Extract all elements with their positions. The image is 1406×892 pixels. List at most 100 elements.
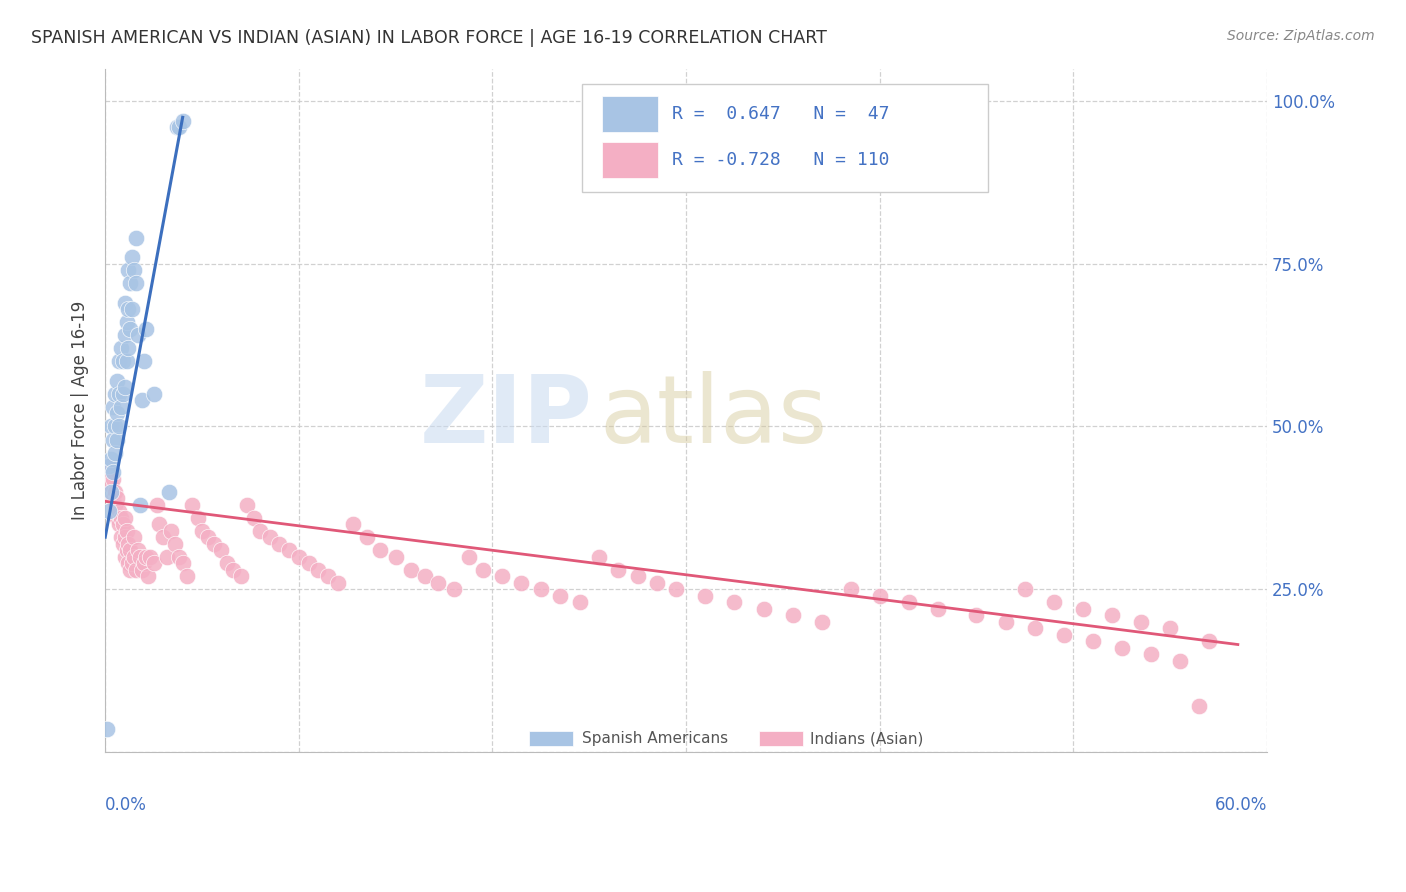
Point	[125, 277, 148, 291]
Point	[148, 517, 170, 532]
Text: 60.0%: 60.0%	[1215, 797, 1267, 814]
Point	[139, 549, 162, 564]
Text: Spanish Americans: Spanish Americans	[582, 731, 728, 747]
Point	[114, 510, 136, 524]
Point	[101, 465, 124, 479]
Point	[209, 543, 232, 558]
Point	[104, 419, 127, 434]
Point	[111, 387, 134, 401]
Point	[122, 263, 145, 277]
Point	[927, 601, 949, 615]
Point	[297, 556, 319, 570]
Point	[131, 393, 153, 408]
Point	[135, 549, 157, 564]
Point	[427, 575, 450, 590]
Point	[120, 543, 142, 558]
Point	[146, 498, 169, 512]
Point	[114, 380, 136, 394]
Point	[114, 328, 136, 343]
Point	[966, 608, 988, 623]
Point	[1071, 601, 1094, 615]
Point	[115, 354, 138, 368]
Point	[107, 504, 129, 518]
Point	[548, 589, 571, 603]
Point	[187, 510, 209, 524]
Point	[288, 549, 311, 564]
Point	[114, 295, 136, 310]
Point	[131, 563, 153, 577]
Point	[269, 536, 291, 550]
Point	[104, 498, 127, 512]
Point	[110, 400, 132, 414]
Point	[110, 342, 132, 356]
Point	[129, 549, 152, 564]
Point	[111, 354, 134, 368]
Point	[723, 595, 745, 609]
Point	[665, 582, 688, 597]
Point	[607, 563, 630, 577]
Point	[839, 582, 862, 597]
Point	[101, 433, 124, 447]
Point	[110, 510, 132, 524]
Point	[157, 484, 180, 499]
Point	[491, 569, 513, 583]
Text: 0.0%: 0.0%	[105, 797, 148, 814]
Bar	[529, 731, 574, 747]
Point	[176, 569, 198, 583]
Point	[104, 445, 127, 459]
Point	[98, 504, 121, 518]
Point	[100, 452, 122, 467]
Point	[782, 608, 804, 623]
Point	[810, 615, 832, 629]
Point	[105, 433, 128, 447]
Point	[132, 556, 155, 570]
Point	[243, 510, 266, 524]
Point	[135, 322, 157, 336]
Point	[136, 569, 159, 583]
Text: atlas: atlas	[599, 371, 827, 463]
Point	[98, 465, 121, 479]
Text: Indians (Asian): Indians (Asian)	[810, 731, 924, 747]
Point	[105, 510, 128, 524]
Point	[127, 328, 149, 343]
Point	[115, 524, 138, 538]
Text: R =  0.647   N =  47: R = 0.647 N = 47	[672, 105, 890, 123]
Point	[249, 524, 271, 538]
Point	[1014, 582, 1036, 597]
Point	[111, 536, 134, 550]
Point	[104, 387, 127, 401]
Point	[101, 491, 124, 505]
Bar	[602, 142, 658, 178]
Point	[994, 615, 1017, 629]
Point	[115, 315, 138, 329]
Point	[107, 419, 129, 434]
Point	[101, 471, 124, 485]
Point	[217, 556, 239, 570]
Point	[107, 354, 129, 368]
Point	[121, 302, 143, 317]
Point	[122, 530, 145, 544]
Point	[96, 458, 118, 473]
Point	[100, 478, 122, 492]
Point	[197, 530, 219, 544]
Point	[1043, 595, 1066, 609]
Point	[156, 549, 179, 564]
Point	[645, 575, 668, 590]
Point	[114, 549, 136, 564]
Point	[125, 231, 148, 245]
Point	[111, 517, 134, 532]
Point	[167, 549, 190, 564]
Point	[588, 549, 610, 564]
Point	[1159, 621, 1181, 635]
Point	[307, 563, 329, 577]
Point	[695, 589, 717, 603]
Point	[160, 524, 183, 538]
Point	[125, 563, 148, 577]
Point	[132, 354, 155, 368]
Point	[127, 543, 149, 558]
Point	[413, 569, 436, 583]
Point	[98, 458, 121, 473]
Point	[142, 387, 165, 401]
Point	[172, 556, 194, 570]
Text: ZIP: ZIP	[420, 371, 593, 463]
